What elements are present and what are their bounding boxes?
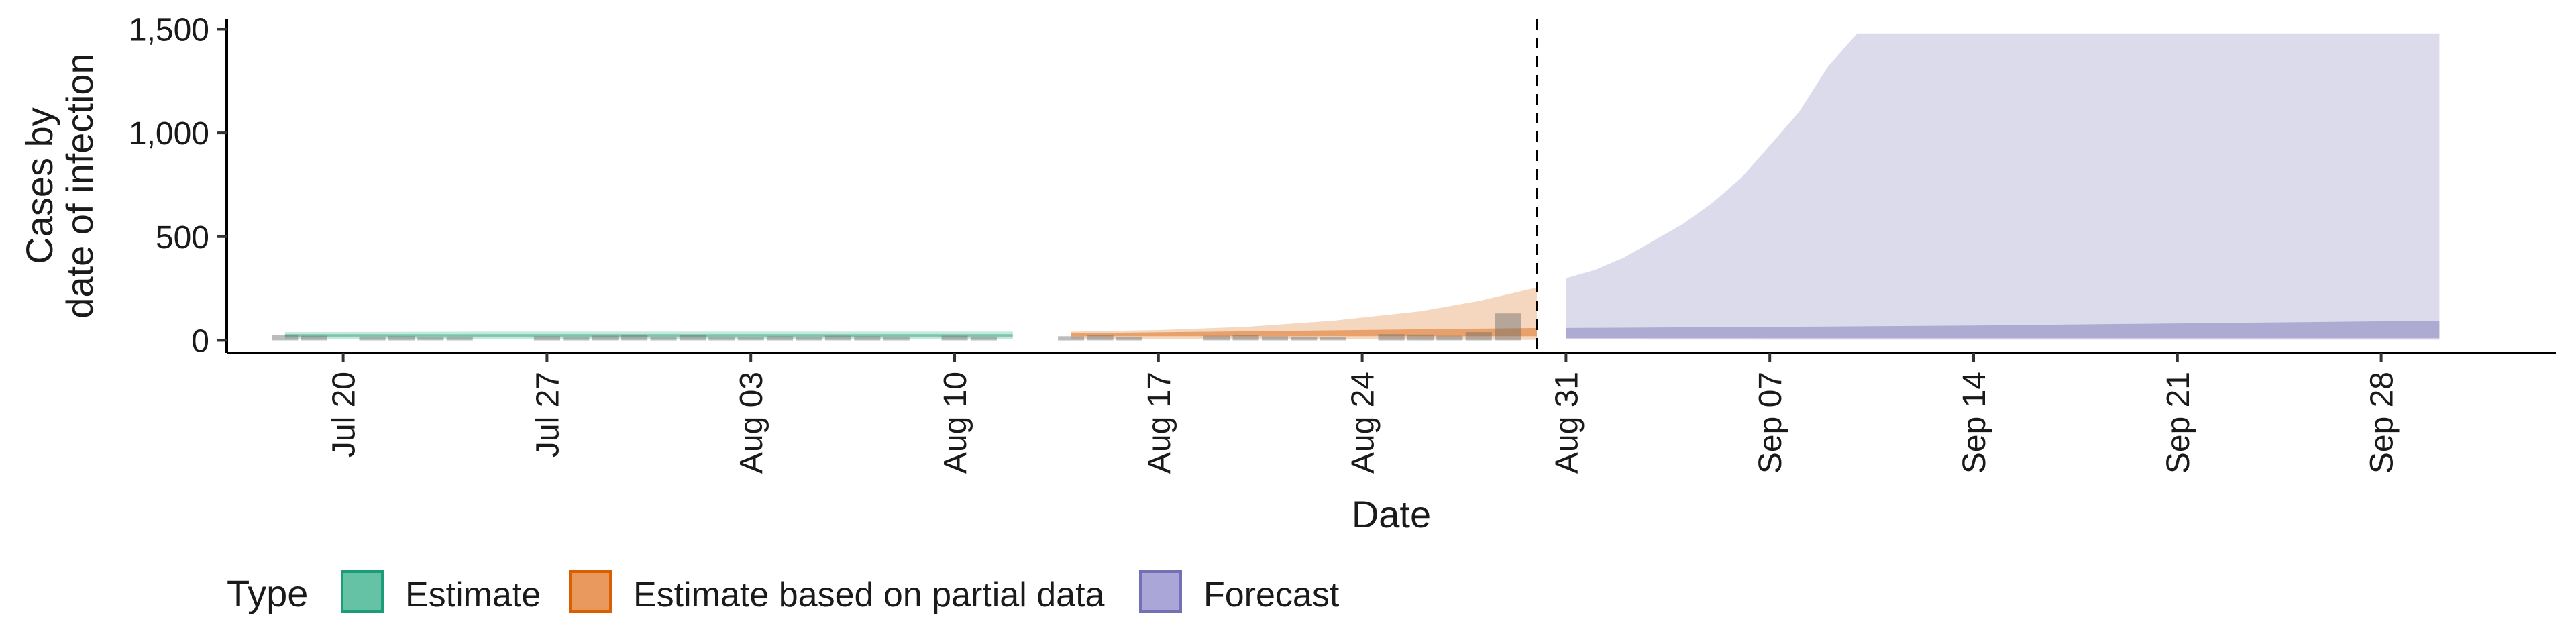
legend-label-estimate: Estimate [405,576,541,614]
reported-case-bar [359,336,386,341]
legend-key-forecast [1139,570,1182,613]
estimate-based-on-partial-data-inner-band [1071,327,1537,337]
reported-case-bar [388,336,415,341]
legend-key-estimate [341,570,384,613]
y-tick-label: 1,000 [129,116,209,152]
y-tick-label: 500 [156,220,209,256]
x-tick-label: Aug 31 [1549,372,1585,474]
reported-case-bar [1203,335,1230,341]
legend-label-forecast: Forecast [1203,576,1340,614]
estimate-inner-band [284,334,1013,337]
reported-case-bar [767,336,794,341]
legend-title: Type [227,572,308,614]
legend: Type Estimate Estimate based on partial da… [227,570,1340,614]
reported-case-bar [1261,336,1288,341]
reported-case-bar [970,336,997,341]
reported-case-bar [1495,313,1521,341]
x-tick-label: Aug 17 [1142,372,1177,474]
reported-case-bar [533,336,560,341]
axes: 0 500 1,000 1,500 Jul 20 Jul 27 Aug 03 Aug 10 Au… [129,12,2556,474]
estimate-outer-band [284,331,1013,339]
reported-case-bar [1087,335,1114,341]
reported-case-bar [1465,332,1492,341]
legend-label-estimate-based-on-partial-data: Estimate based on partial data [633,576,1105,614]
reported-case-bar [941,335,968,341]
x-tick-label: Sep 28 [2365,372,2400,474]
plot-bands [284,33,2440,340]
estimate-based-on-partial-data-outer-band [1071,287,1537,340]
reported-case-bar [272,335,299,341]
x-tick-label: Sep 21 [2161,372,2196,474]
reported-case-bar [883,336,910,341]
y-tick-label: 0 [191,323,209,359]
reported-case-bar [301,335,327,341]
x-tick-label: Aug 03 [734,372,769,474]
reported-case-bar [1320,337,1346,341]
reported-case-bar [1407,334,1434,341]
reported-case-bar [417,337,444,341]
forecast-inner-band [1566,321,2440,339]
x-tick-label: Jul 27 [530,372,566,458]
reported-case-bar [621,335,648,341]
y-axis-title-line: Cases by [18,107,60,264]
reported-case-bar [592,335,619,341]
reported-case-bar [1232,335,1259,341]
reported-case-bar [1436,335,1463,341]
reported-case-bar [1378,334,1405,341]
x-tick-label: Sep 07 [1753,372,1788,474]
legend-key-estimate-based-on-partial-data [569,570,612,613]
forecast-outer-band [1566,33,2440,340]
y-axis-title-line: date of infection [58,53,101,318]
reported-case-bar [796,336,822,341]
y-tick-label: 1,500 [129,12,209,48]
x-tick-label: Sep 14 [1957,372,1992,474]
x-tick-label: Aug 24 [1346,372,1381,474]
reported-case-bar [1116,336,1142,341]
reported-case-bar [708,336,735,341]
reported-case-bar [446,336,473,341]
reported-case-bars [272,313,1521,341]
reported-case-bar [650,336,677,341]
x-axis-title: Date [1352,493,1431,535]
reported-case-bar [563,336,590,341]
reported-case-bar [1291,336,1318,341]
x-tick-label: Jul 20 [327,372,362,458]
reported-case-bar [679,335,706,341]
x-tick-label: Aug 10 [938,372,973,474]
reported-case-bar [824,335,851,341]
reported-case-bar [1058,336,1085,341]
reported-case-bar [737,337,764,341]
reported-case-bar [854,336,881,341]
